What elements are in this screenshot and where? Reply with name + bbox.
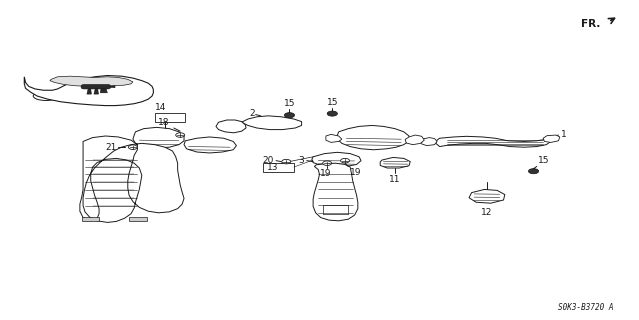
Circle shape xyxy=(528,169,539,174)
Circle shape xyxy=(128,145,137,149)
Polygon shape xyxy=(380,157,410,168)
Ellipse shape xyxy=(33,92,59,100)
Polygon shape xyxy=(326,134,342,142)
Polygon shape xyxy=(133,127,184,148)
Polygon shape xyxy=(80,136,184,222)
Text: 20: 20 xyxy=(262,156,273,165)
Polygon shape xyxy=(50,76,133,86)
Polygon shape xyxy=(469,189,505,203)
Text: 15: 15 xyxy=(538,156,550,165)
Circle shape xyxy=(323,161,332,165)
Polygon shape xyxy=(184,137,236,153)
Polygon shape xyxy=(543,135,560,142)
Polygon shape xyxy=(81,84,111,89)
Polygon shape xyxy=(405,135,424,145)
Polygon shape xyxy=(337,125,409,150)
Text: 1: 1 xyxy=(561,130,567,139)
Polygon shape xyxy=(129,217,147,221)
Polygon shape xyxy=(111,86,115,88)
Text: 15: 15 xyxy=(327,98,338,107)
Polygon shape xyxy=(87,89,91,94)
Polygon shape xyxy=(24,76,153,106)
Text: FR.: FR. xyxy=(581,19,601,29)
Text: 11: 11 xyxy=(389,175,401,184)
Text: 12: 12 xyxy=(481,208,493,217)
Text: 13: 13 xyxy=(266,163,278,172)
Circle shape xyxy=(341,158,350,163)
Polygon shape xyxy=(94,89,98,94)
Polygon shape xyxy=(422,138,437,146)
Text: 2: 2 xyxy=(250,109,255,118)
Circle shape xyxy=(327,111,337,116)
Circle shape xyxy=(284,113,295,118)
Bar xyxy=(155,113,185,122)
Text: 14: 14 xyxy=(155,103,166,112)
Text: 19: 19 xyxy=(320,169,332,178)
Polygon shape xyxy=(312,152,361,167)
Polygon shape xyxy=(100,89,107,93)
Ellipse shape xyxy=(116,92,142,100)
Polygon shape xyxy=(313,163,358,221)
Bar xyxy=(263,163,294,172)
Text: 21: 21 xyxy=(105,143,116,152)
Text: 15: 15 xyxy=(284,99,295,108)
Circle shape xyxy=(282,159,291,164)
Polygon shape xyxy=(242,116,302,130)
Circle shape xyxy=(176,133,185,137)
Text: 3: 3 xyxy=(298,156,304,165)
Text: 19: 19 xyxy=(350,168,362,177)
Text: S0K3-B3720 A: S0K3-B3720 A xyxy=(558,303,613,312)
Polygon shape xyxy=(216,120,246,133)
Polygon shape xyxy=(82,217,99,221)
Text: 18: 18 xyxy=(158,118,169,127)
Polygon shape xyxy=(436,136,551,147)
